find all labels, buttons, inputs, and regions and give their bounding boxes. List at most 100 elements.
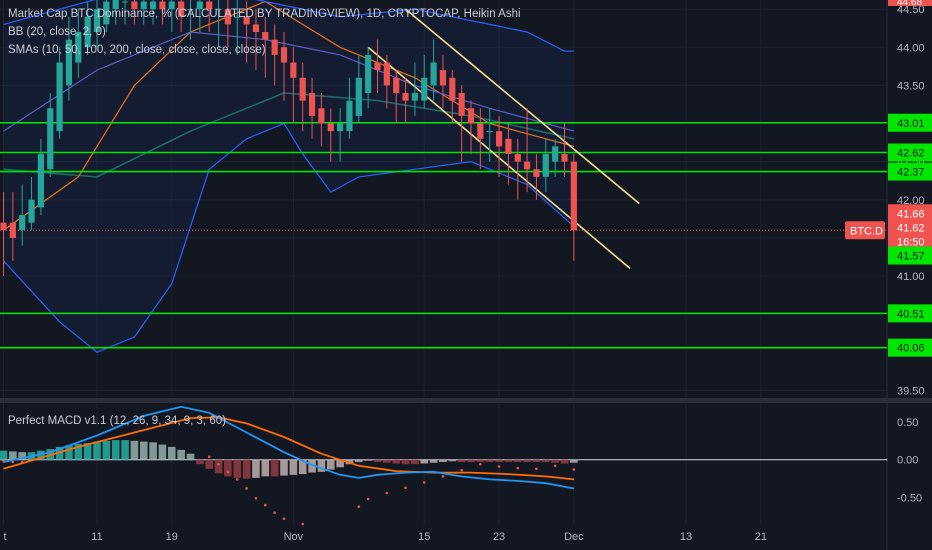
candle-body [374, 62, 381, 71]
candle-body [570, 161, 577, 231]
candle-body [486, 131, 493, 133]
candle-body [271, 39, 278, 55]
candle-body [196, 1, 203, 10]
macd-histogram-bar [130, 440, 139, 460]
candle-body [215, 9, 222, 11]
bb-indicator-label[interactable]: BB (20, close, 2, 0) [8, 26, 106, 38]
macd-y-tick-label: 0.00 [897, 455, 918, 467]
candle-body [346, 100, 353, 132]
macd-histogram-bar [205, 459, 213, 469]
macd-histogram-bar [270, 459, 279, 477]
candle-body [243, 16, 250, 25]
support-price-label: 40.51 [897, 308, 925, 320]
candle-body [393, 77, 400, 94]
macd-histogram-bar [196, 459, 204, 465]
macd-dot [217, 462, 220, 466]
macd-dot [422, 481, 426, 484]
macd-histogram-bar [224, 459, 232, 477]
symbol-tag [845, 221, 885, 240]
candle-body [187, 9, 194, 11]
macd-histogram-bar [261, 459, 270, 477]
macd-dot [404, 486, 407, 490]
macd-dot [264, 503, 267, 507]
current-price-tag [888, 204, 932, 249]
macd-histogram-bar [308, 459, 316, 473]
candle-body [19, 215, 26, 231]
macd-y-tick-label: 0.50 [897, 417, 918, 429]
candle-body [308, 93, 316, 116]
macd-histogram-bar [65, 445, 73, 460]
macd-y-tick-label: -0.50 [897, 493, 922, 505]
macd-histogram-bar [392, 459, 400, 464]
support-price-tag [888, 113, 932, 132]
x-tick-label: Dec [564, 531, 584, 543]
macd-dot [301, 522, 305, 526]
macd-dot [11, 460, 15, 464]
x-tick-label: 15 [418, 531, 430, 543]
sma-indicator-label[interactable]: SMAs (10, 50, 100, 200, close, close, cl… [8, 44, 266, 56]
candle-body [524, 161, 531, 170]
macd-histogram-bar [542, 459, 550, 462]
candle-body [252, 24, 260, 33]
macd-histogram-bar [532, 459, 541, 462]
candle-body [290, 62, 297, 78]
macd-dot [207, 455, 211, 458]
macd-dot [282, 517, 286, 521]
macd-dot [460, 469, 463, 472]
macd-dot [516, 466, 520, 470]
candle-body [234, 16, 241, 18]
macd-indicator-label[interactable]: Perfect MACD v1.1 (12, 26, 9, 34, 9, 3, … [8, 415, 226, 427]
macd-dot [479, 462, 482, 466]
candle-body [0, 222, 7, 231]
support-price-label: 40.06 [897, 343, 925, 355]
candle-body [131, 1, 138, 10]
price-low-tag [888, 246, 932, 265]
top-price-label: 44.68 [897, 0, 922, 8]
macd-dot [226, 470, 230, 474]
macd-histogram-bar [560, 459, 569, 464]
candle-body [47, 108, 54, 170]
macd-histogram-bar [111, 440, 120, 460]
macd-dot [385, 491, 389, 495]
candle-body [337, 123, 344, 132]
candle-body [514, 154, 521, 162]
support-price-label: 42.62 [897, 147, 925, 159]
candle-body [505, 138, 512, 155]
macd-histogram-bar [523, 459, 531, 462]
macd-dot [441, 475, 445, 478]
macd-histogram-bar [83, 443, 92, 460]
macd-histogram-bar [0, 450, 8, 460]
macd-dot [20, 460, 24, 464]
candle-body [112, 0, 119, 10]
candle-body [411, 93, 418, 101]
y-tick-label: 41.00 [897, 271, 925, 283]
candle-body [280, 47, 288, 63]
macd-histogram-bar [411, 459, 419, 465]
macd-dot [254, 496, 258, 500]
macd-histogram-bar [504, 459, 513, 462]
support-price-tag [888, 162, 932, 181]
candle-body [84, 16, 91, 48]
macd-histogram-bar [9, 451, 17, 460]
macd-dot [357, 505, 361, 508]
x-tick-label: 13 [680, 531, 692, 543]
macd-histogram-bar [383, 459, 391, 463]
macd-histogram-bar [551, 459, 559, 463]
macd-dot [572, 468, 576, 471]
symbol-tag-label: BTC.D [850, 225, 883, 237]
candle-body [430, 62, 437, 86]
candle-body [28, 199, 35, 223]
x-tick-label: 23 [493, 531, 505, 543]
grid [0, 0, 887, 524]
price-low-label: 41.57 [897, 251, 925, 263]
y-tick-label: 43.50 [897, 80, 925, 92]
x-tick-label: 11 [91, 531, 102, 543]
macd-histogram-bar [476, 459, 485, 462]
x-tick-label: 21 [755, 531, 767, 543]
macd-histogram-bar [485, 459, 494, 462]
candle-body [178, 1, 185, 17]
macd-histogram-bar [242, 459, 251, 479]
macd-histogram-bar [186, 453, 195, 460]
macd-histogram-bar [317, 459, 326, 472]
